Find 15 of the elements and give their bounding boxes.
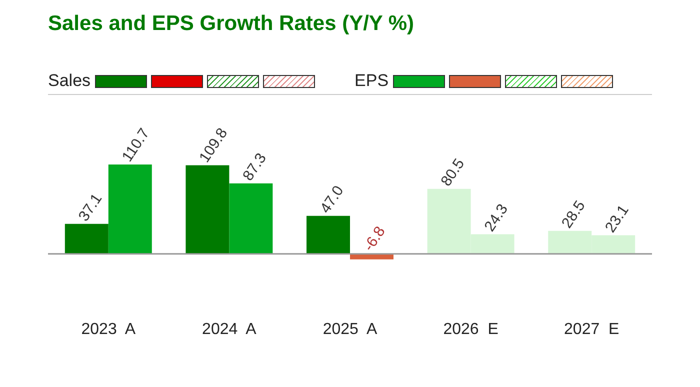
data-label: -6.8 bbox=[360, 223, 389, 254]
bar bbox=[108, 164, 152, 254]
bar bbox=[186, 165, 230, 254]
bar bbox=[229, 183, 273, 254]
bar bbox=[350, 254, 394, 260]
x-tick-label: 2026 E bbox=[443, 321, 498, 338]
x-tick-label: 2025 A bbox=[322, 321, 378, 338]
bar bbox=[64, 224, 108, 254]
legend-label: Sales bbox=[48, 71, 91, 91]
x-tick-label: 2027 E bbox=[564, 321, 620, 338]
legend-label: EPS bbox=[354, 71, 389, 91]
bar bbox=[306, 216, 350, 254]
x-tick-label: 2023 A bbox=[81, 321, 136, 338]
x-tick-label: 2024 A bbox=[202, 321, 257, 338]
chart-title: Sales and EPS Growth Rates (Y/Y %) bbox=[48, 12, 414, 36]
